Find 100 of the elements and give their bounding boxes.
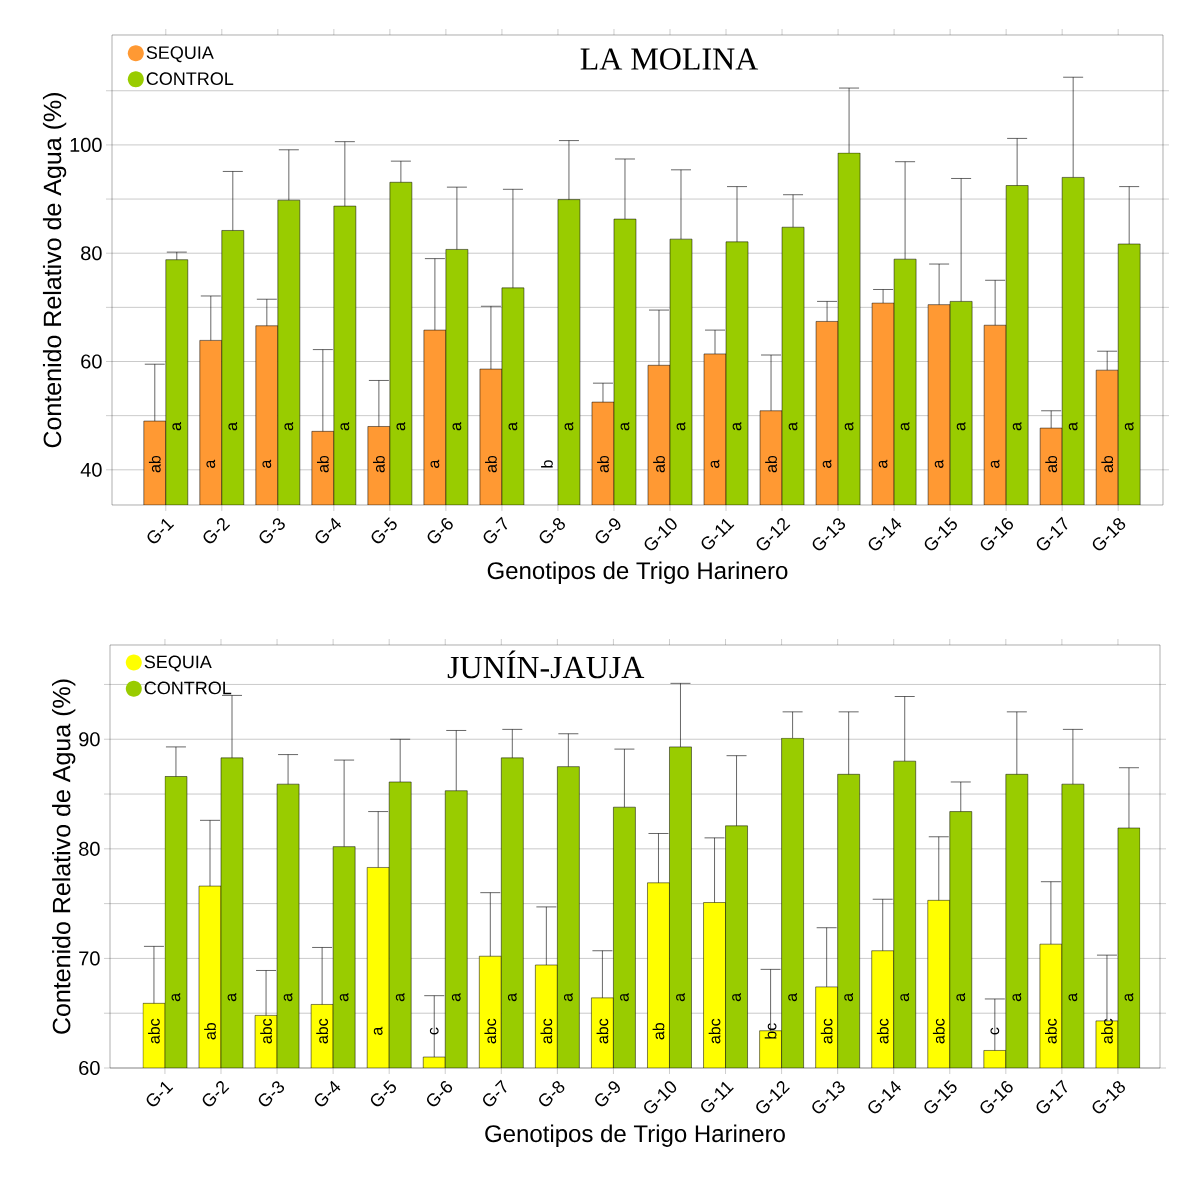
- data-label: a: [171, 992, 181, 1002]
- data-label: a: [564, 422, 574, 431]
- data-label: a: [227, 992, 237, 1002]
- data-label: abc: [260, 1018, 272, 1044]
- data-label: a: [620, 992, 629, 1002]
- data-label: a: [430, 459, 440, 468]
- x-tick-label: G-6: [427, 518, 453, 544]
- data-label: c: [990, 1027, 1000, 1035]
- y-tick-label: 90: [79, 732, 100, 747]
- x-tick-label: G-9: [595, 518, 621, 544]
- y-axis-title: Contenido Relativo de Agua (%): [52, 679, 76, 1034]
- data-label: a: [563, 992, 573, 1002]
- data-label: a: [508, 422, 518, 431]
- data-label: a: [878, 459, 888, 468]
- x-axis-title: Genotipos de Trigo Harinero: [485, 1124, 785, 1147]
- y-tick-label: 60: [79, 1060, 100, 1076]
- data-label: ab: [652, 1022, 665, 1040]
- y-tick-label: 80: [81, 246, 102, 261]
- data-label: ab: [1045, 455, 1058, 473]
- data-label: c: [429, 1027, 439, 1035]
- data-label: a: [228, 422, 238, 431]
- x-tick-label: G-6: [426, 1081, 453, 1107]
- data-label: a: [620, 422, 630, 431]
- data-label: abc: [596, 1018, 609, 1044]
- x-tick-label: G-3: [259, 518, 285, 544]
- data-label: a: [172, 422, 182, 431]
- x-tick-label: G-3: [258, 1081, 285, 1107]
- x-tick-label: G-8: [539, 518, 565, 544]
- data-label: a: [788, 992, 797, 1002]
- text: b: [541, 460, 553, 468]
- data-label: a: [283, 992, 293, 1002]
- data-label: a: [1068, 992, 1078, 1002]
- legend-label: CONTROL: [146, 72, 234, 86]
- y-axis-title: Contenido Relativo de Agua (%): [42, 93, 67, 448]
- data-label: a: [451, 992, 461, 1002]
- data-label: ab: [485, 455, 497, 473]
- data-label: bc: [764, 1023, 777, 1039]
- x-tick-label: G-5: [370, 1080, 397, 1107]
- y-tick-label: 40: [80, 462, 102, 477]
- data-label: ab: [373, 455, 385, 473]
- chart-title: JUNÍN-JAUJA: [447, 650, 645, 679]
- data-label: a: [844, 992, 854, 1002]
- data-label: abc: [540, 1018, 553, 1044]
- data-label: abc: [1101, 1018, 1113, 1044]
- data-label: a: [206, 459, 216, 468]
- y-tick-label: 80: [79, 841, 100, 856]
- data-label: a: [395, 992, 405, 1002]
- data-label: abc: [1045, 1018, 1057, 1044]
- data-label: a: [822, 459, 832, 468]
- x-axis-title: Genotipos de Trigo Harinero: [487, 561, 788, 584]
- legend-label: SEQUIA: [144, 655, 212, 672]
- x-tick-label: G-1: [146, 1081, 174, 1107]
- x-tick-label: G-7: [483, 1079, 507, 1107]
- x-tick-label: G-8: [539, 1081, 565, 1107]
- data-label: ab: [597, 455, 609, 473]
- x-tick-label: G-5: [371, 517, 397, 544]
- data-label: a: [1068, 422, 1078, 431]
- x-tick-label: G-7: [483, 516, 508, 544]
- chart-title: LA MOLINA: [580, 48, 759, 70]
- data-label: ab: [653, 455, 665, 473]
- data-label: abc: [484, 1018, 497, 1044]
- y-tick-label: 100: [70, 137, 102, 152]
- legend-label: SEQUIA: [146, 46, 214, 63]
- x-tick-label: G-2: [203, 518, 231, 544]
- x-tick-label: G-4: [315, 517, 342, 544]
- data-label: a: [262, 459, 272, 468]
- data-label: abc: [708, 1018, 721, 1044]
- data-label: a: [339, 992, 349, 1002]
- x-tick-label: G-1: [147, 518, 175, 544]
- data-label: a: [676, 992, 685, 1002]
- data-label: a: [1012, 422, 1022, 431]
- data-label: ab: [204, 1022, 216, 1040]
- data-label: abc: [148, 1018, 160, 1044]
- data-label: a: [1124, 992, 1134, 1002]
- y-tick-label: 60: [81, 354, 102, 369]
- data-label: a: [284, 422, 294, 431]
- data-label: abc: [876, 1018, 889, 1044]
- data-label: a: [990, 459, 1000, 468]
- data-label: a: [934, 459, 944, 468]
- data-label: ab: [316, 455, 329, 473]
- data-label: a: [373, 1026, 383, 1035]
- data-label: a: [710, 459, 720, 468]
- data-label: a: [1124, 422, 1134, 431]
- data-label: a: [732, 992, 741, 1002]
- data-label: ab: [1101, 455, 1114, 473]
- data-label: a: [676, 422, 686, 431]
- y-tick-label: 70: [79, 951, 100, 966]
- data-label: a: [452, 422, 462, 431]
- data-label: abc: [932, 1018, 945, 1044]
- data-label: a: [900, 422, 910, 431]
- data-label: a: [844, 422, 854, 431]
- x-tick-label: G-2: [202, 1081, 230, 1107]
- data-label: a: [340, 422, 350, 431]
- data-label: a: [900, 992, 910, 1002]
- data-label: ab: [765, 455, 777, 473]
- data-label: a: [956, 992, 966, 1002]
- data-label: abc: [316, 1018, 328, 1044]
- data-label: a: [507, 992, 517, 1002]
- data-label: a: [956, 422, 966, 431]
- data-label: ab: [148, 455, 161, 473]
